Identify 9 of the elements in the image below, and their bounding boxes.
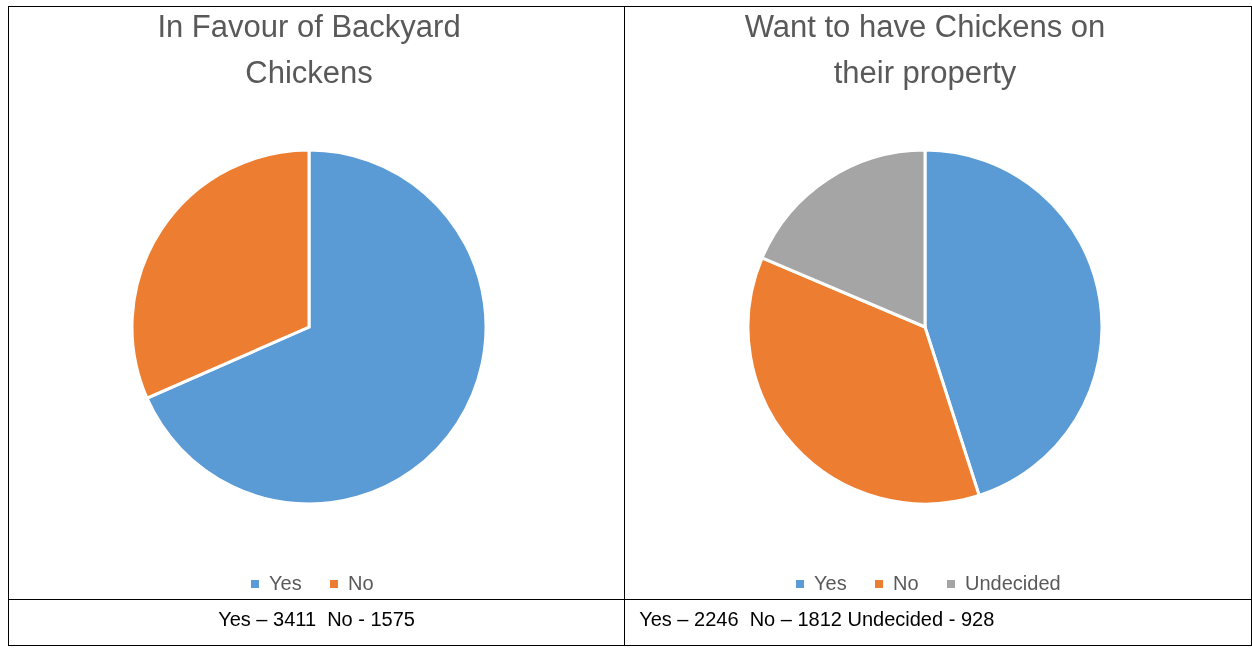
chart-title: In Favour of Backyard Chickens — [157, 9, 461, 90]
legend-label: Yes — [814, 572, 847, 594]
chart-title: Want to have Chickens on their property — [744, 9, 1106, 90]
legend-label: Yes — [269, 572, 302, 594]
text: Yes – 3411 No - 1575 — [8, 599, 625, 646]
legend-label: No — [893, 572, 919, 594]
text: Yes – 2246 No – 1812 Undecided - 928 — [624, 599, 1252, 646]
legend-label: Undecided — [965, 572, 1061, 594]
legend-label: No — [348, 572, 374, 594]
